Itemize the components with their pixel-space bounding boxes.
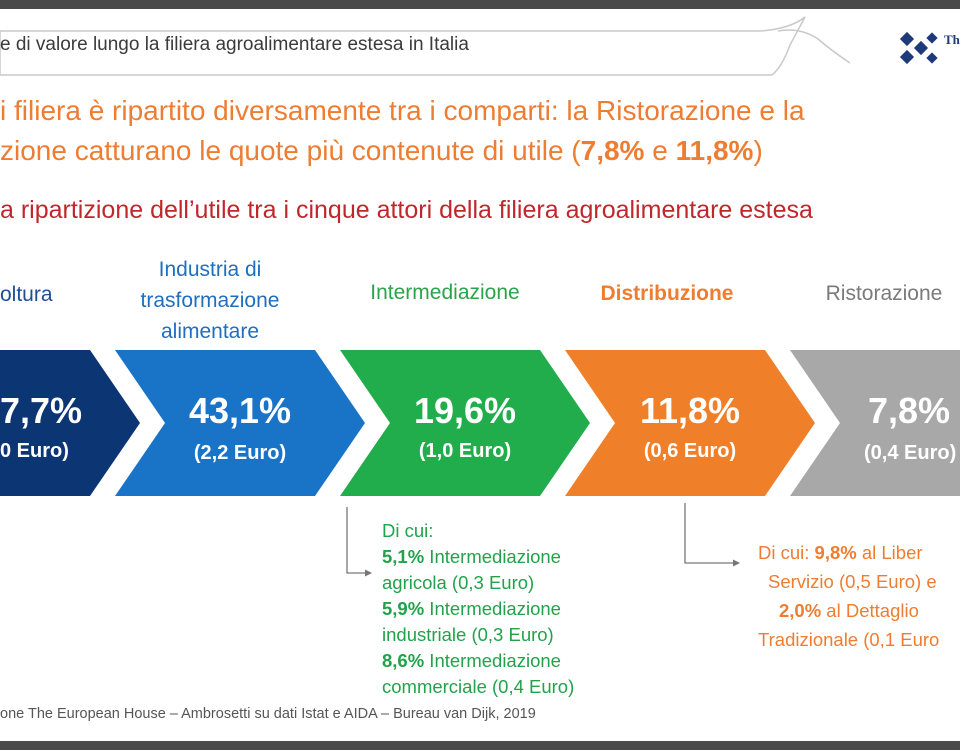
chevron-agricoltura [0,350,140,496]
logo [898,30,960,70]
percent-intermediazione: 19,6% [413,390,517,431]
euro-distribuzione: (0,6 Euro) [643,440,737,462]
breakdown-item-industriale: 5,9% Intermediazione [382,596,574,622]
breakdown-text: Intermediazione [424,598,561,619]
value-chain-chevrons [0,350,960,496]
actor-label-line: Ristorazione [825,282,943,305]
connector-distribuzione-arrow [684,503,735,564]
percent-industria: 43,1% [188,390,292,431]
actor-label-agricoltura: oltura [0,279,60,310]
breakdown-connectors [346,503,740,577]
distribuzione-breakdown: Di cui: 9,8% al Liber Servizio (0,5 Euro… [758,538,939,654]
breakdown-pct: 5,9% [382,598,425,619]
breakdown-text: Intermediazione [424,650,561,671]
headline-highlight-ristorazione: 7,8% [580,135,645,166]
breakdown-pct: 8,6% [382,650,425,671]
bottom-bar [0,741,960,750]
top-bar [0,0,960,9]
headline-line-1: i filiera è ripartito diversamente tra i… [0,95,805,126]
breakdown-text: al Dettaglio [821,600,919,621]
actor-label-intermediazione: Intermediazione [345,277,545,308]
actor-label-line: Distribuzione [600,282,734,305]
distribuzione-line-3: 2,0% al Dettaglio [758,596,939,625]
header-swoosh [0,16,851,76]
breakdown-text: commerciale (0,4 Euro) [382,676,575,697]
breakdown-text: Di cui: [758,542,815,563]
ambrosetti-logo-icon [899,31,938,65]
distribuzione-line-1: Di cui: 9,8% al Liber [758,538,939,567]
chevron-industria [115,350,365,496]
actor-label-line: Industria di [158,258,262,281]
breakdown-text: Servizio (0,5 Euro) e [768,571,937,592]
arrowhead-icon [365,569,372,577]
breakdown-pct: 5,1% [382,546,425,567]
actor-label-line: oltura [0,283,53,306]
breakdown-item-agricola: 5,1% Intermediazione [382,544,574,570]
actor-label-distribuzione: Distribuzione [567,278,767,309]
percent-agricoltura: 7,7% [0,390,83,431]
euro-industria: (2,2 Euro) [193,442,287,464]
header-title: e di valore lungo la filiera agroaliment… [0,34,469,55]
actor-label-line: trasformazione [140,289,280,312]
percent-distribuzione: 11,8% [639,390,741,431]
breakdown-text: Tradizionale (0,1 Euro [758,629,940,650]
actor-label-line: Intermediazione [370,281,520,304]
euro-agricoltura: 0 Euro) [0,440,69,462]
euro-intermediazione: (1,0 Euro) [418,440,512,462]
breakdown-pct: 9,8% [814,542,857,563]
breakdown-heading: Di cui: [382,520,434,541]
breakdown-text: Intermediazione [424,546,561,567]
chevron-distribuzione [565,350,815,496]
headline-line-2-prefix: zione catturano le quote più contenute d… [0,135,581,166]
headline-connector: e [644,135,676,166]
percent-ristorazione: 7,8% [868,390,951,431]
breakdown-text: agricola (0,3 Euro) [382,572,535,593]
breakdown-pct: 2,0% [779,600,822,621]
actor-label-ristorazione: Ristorazione [784,278,960,309]
chevron-ristorazione [790,350,960,496]
breakdown-item-commerciale: 8,6% Intermediazione [382,648,574,674]
actor-label-industria: Industria di trasformazione alimentare [110,254,310,347]
logo-text: Th [944,32,960,47]
chevron-intermediazione [340,350,590,496]
headline-line-2-suffix: ) [753,135,763,166]
intermediazione-breakdown: Di cui: 5,1% Intermediazione agricola (0… [382,518,574,700]
breakdown-text: al Liber [856,542,923,563]
breakdown-text: industriale (0,3 Euro) [382,624,554,645]
subtitle: a ripartizione dell’utile tra i cinque a… [0,196,813,224]
actor-label-line: alimentare [160,320,260,343]
euro-ristorazione: (0,4 Euro) [864,442,957,464]
headline-highlight-distribuzione: 11,8% [675,135,754,166]
connector-intermediazione-arrow [346,507,368,574]
source-note: one The European House – Ambrosetti su d… [0,706,536,722]
headline-line-2: zione catturano le quote più contenute d… [0,134,763,168]
arrowhead-icon [733,559,740,567]
